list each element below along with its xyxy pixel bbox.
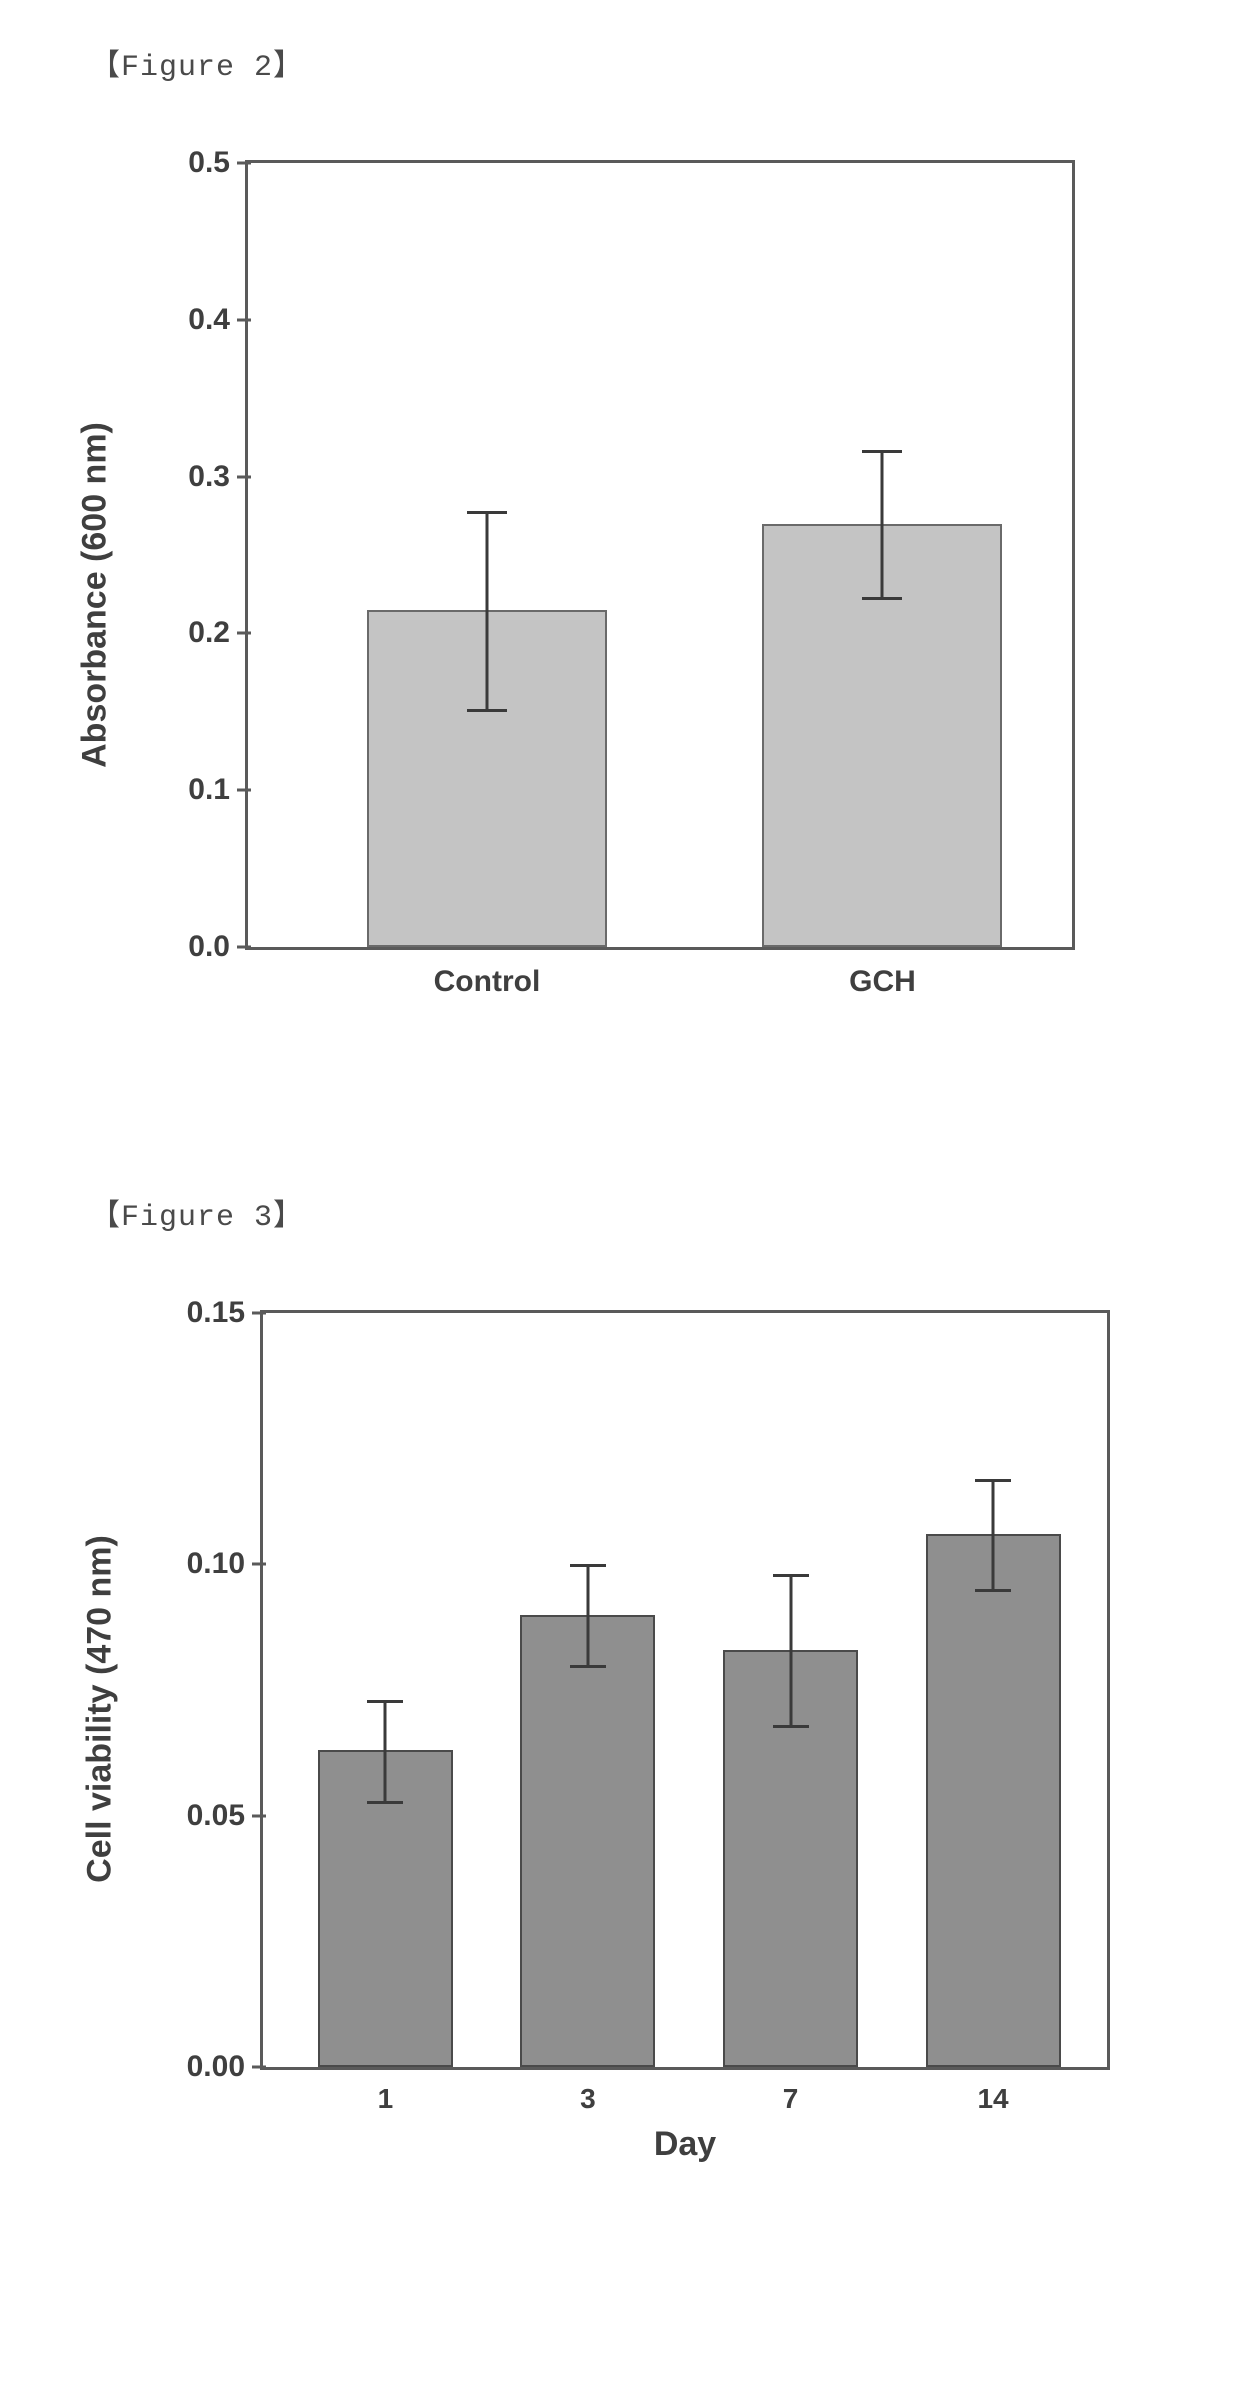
figure2-ytick: 0.2: [188, 616, 248, 650]
figure2-ytick: 0.5: [188, 146, 248, 180]
figure3-errorbar: [384, 1700, 387, 1801]
figure3-errorcap: [570, 1564, 606, 1567]
figure3-ytick: 0.05: [187, 1799, 263, 1833]
figure3-xlabel: Day: [654, 2125, 716, 2164]
figure3-ylabel: Cell viability (470 nm): [81, 1536, 120, 1884]
figure2-xtick: GCH: [849, 947, 916, 999]
figure2-plot-area: 0.00.10.20.30.40.5ControlGCH: [245, 160, 1075, 950]
figure3-errorcap: [975, 1589, 1011, 1592]
figure3-ytick: 0.00: [187, 2050, 263, 2084]
figure3-errorbar: [789, 1574, 792, 1725]
figure3-errorcap: [773, 1725, 809, 1728]
figure2-errorcap: [467, 511, 507, 514]
figure3-errorcap: [773, 1574, 809, 1577]
figure2-ytick: 0.4: [188, 303, 248, 337]
figure3-chart: Cell viability (470 nm) Day 0.000.050.10…: [125, 1300, 1135, 2190]
figure2-ytick: 0.3: [188, 460, 248, 494]
figure2-ytick: 0.0: [188, 930, 248, 964]
figure3-ytick: 0.10: [187, 1547, 263, 1581]
figure3-errorcap: [367, 1801, 403, 1804]
figure3-xtick: 1: [378, 2067, 394, 2115]
figure2-errorcap: [467, 709, 507, 712]
figure2-errorbar: [485, 511, 488, 709]
figure3-ytick: 0.15: [187, 1296, 263, 1330]
figure3-xtick: 14: [977, 2067, 1008, 2115]
figure3-errorcap: [367, 1700, 403, 1703]
figure2-errorbar: [881, 450, 884, 597]
figure2-caption: 【Figure 2】: [90, 40, 1150, 85]
figure3-errorbar: [992, 1479, 995, 1590]
figure3-bar: [520, 1615, 655, 2067]
figure3-caption: 【Figure 3】: [90, 1190, 1150, 1235]
figure3-xtick: 7: [783, 2067, 799, 2115]
figure3-errorbar: [586, 1564, 589, 1665]
figure3-bar: [926, 1534, 1061, 2067]
figure3-xtick: 3: [580, 2067, 596, 2115]
figure3-errorcap: [975, 1479, 1011, 1482]
figure2-errorcap: [862, 597, 902, 600]
figure3-errorcap: [570, 1665, 606, 1668]
figure2-chart: Absorbance (600 nm) 0.00.10.20.30.40.5Co…: [125, 150, 1105, 1040]
figure2-xtick: Control: [434, 947, 541, 999]
page: 【Figure 2】 Absorbance (600 nm) 0.00.10.2…: [0, 0, 1240, 2250]
figure3-plot-area: Day 0.000.050.100.1513714: [260, 1310, 1110, 2070]
figure2-ytick: 0.1: [188, 773, 248, 807]
figure2-errorcap: [862, 450, 902, 453]
figure2-ylabel: Absorbance (600 nm): [76, 422, 115, 768]
